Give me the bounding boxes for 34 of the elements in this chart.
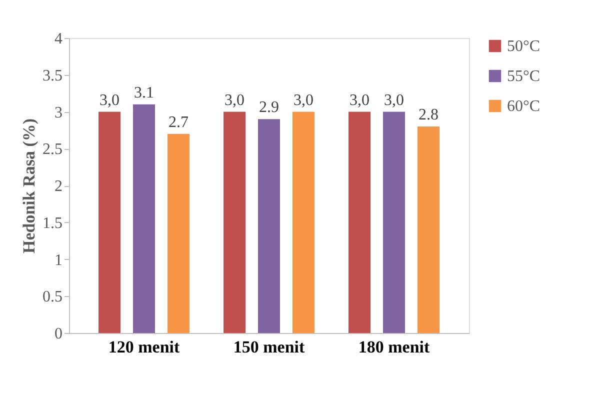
bar	[167, 134, 190, 333]
y-tick-label: 3	[54, 104, 62, 122]
legend-label: 55°C	[507, 68, 540, 85]
data-label: 3,0	[350, 92, 370, 109]
bar	[417, 126, 440, 333]
y-tick-label: 2	[54, 178, 62, 195]
x-tick-label: 180 menit	[358, 338, 430, 356]
legend-label: 60°C	[507, 98, 540, 115]
y-tick-label: 4	[54, 30, 62, 48]
y-tick-label: 1.5	[42, 214, 62, 232]
x-tick-label: 150 menit	[233, 338, 305, 356]
bar	[133, 104, 155, 333]
data-label: 3,0	[293, 92, 314, 109]
data-label: 3.1	[134, 84, 154, 102]
data-label: 3,0	[384, 92, 404, 109]
y-tick-label: 0.5	[42, 288, 62, 306]
data-label: 2.9	[259, 99, 279, 116]
bar	[258, 119, 280, 333]
bar	[292, 112, 314, 333]
data-label: 3,0	[224, 92, 245, 109]
legend-label: 50°C	[507, 38, 540, 55]
bar	[383, 112, 405, 333]
y-tick-label: 3.5	[42, 67, 62, 84]
data-label: 2.7	[168, 114, 188, 131]
y-tick-label: 1	[54, 252, 62, 269]
x-tick-label: 120 menit	[108, 338, 180, 356]
data-label: 3,0	[100, 92, 120, 109]
y-tick-label: 2.5	[42, 141, 62, 158]
y-axis-title: Hedonik Rasa (%)	[20, 118, 38, 254]
data-label: 2.8	[418, 106, 438, 124]
bar	[224, 112, 246, 333]
bar	[348, 112, 371, 333]
bar	[98, 112, 121, 333]
y-tick-label: 0	[54, 326, 62, 342]
